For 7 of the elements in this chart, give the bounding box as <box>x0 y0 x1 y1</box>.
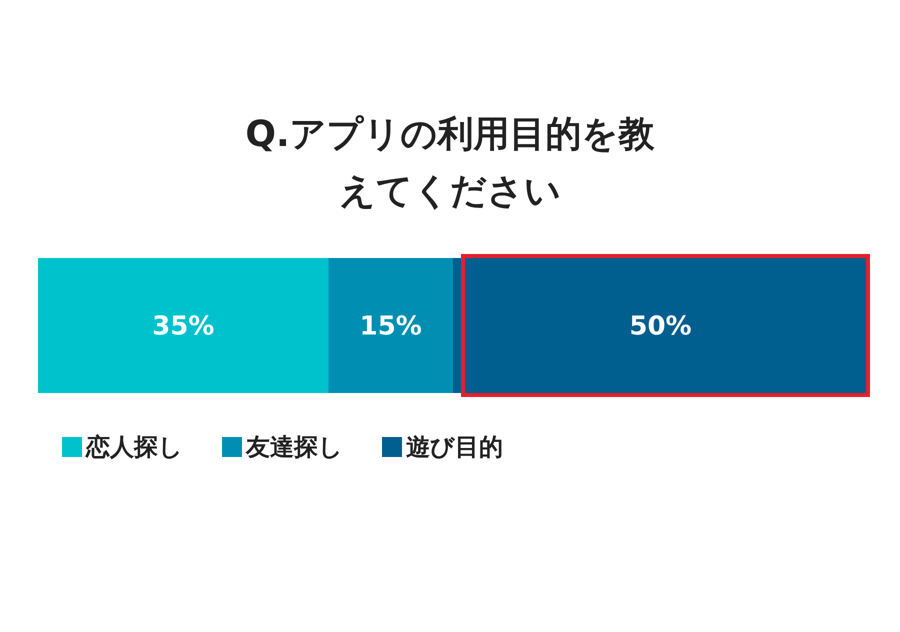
data-label: 50% <box>629 312 692 342</box>
legend-label: 遊び目的 <box>406 433 503 461</box>
chart-title: Q.アプリの利用目的を教えてください <box>245 114 656 212</box>
legend-label: 友達探し <box>245 433 343 461</box>
data-label: 15% <box>360 312 422 342</box>
data-label: 35% <box>152 312 214 342</box>
legend-label: 恋人探し <box>85 433 183 461</box>
